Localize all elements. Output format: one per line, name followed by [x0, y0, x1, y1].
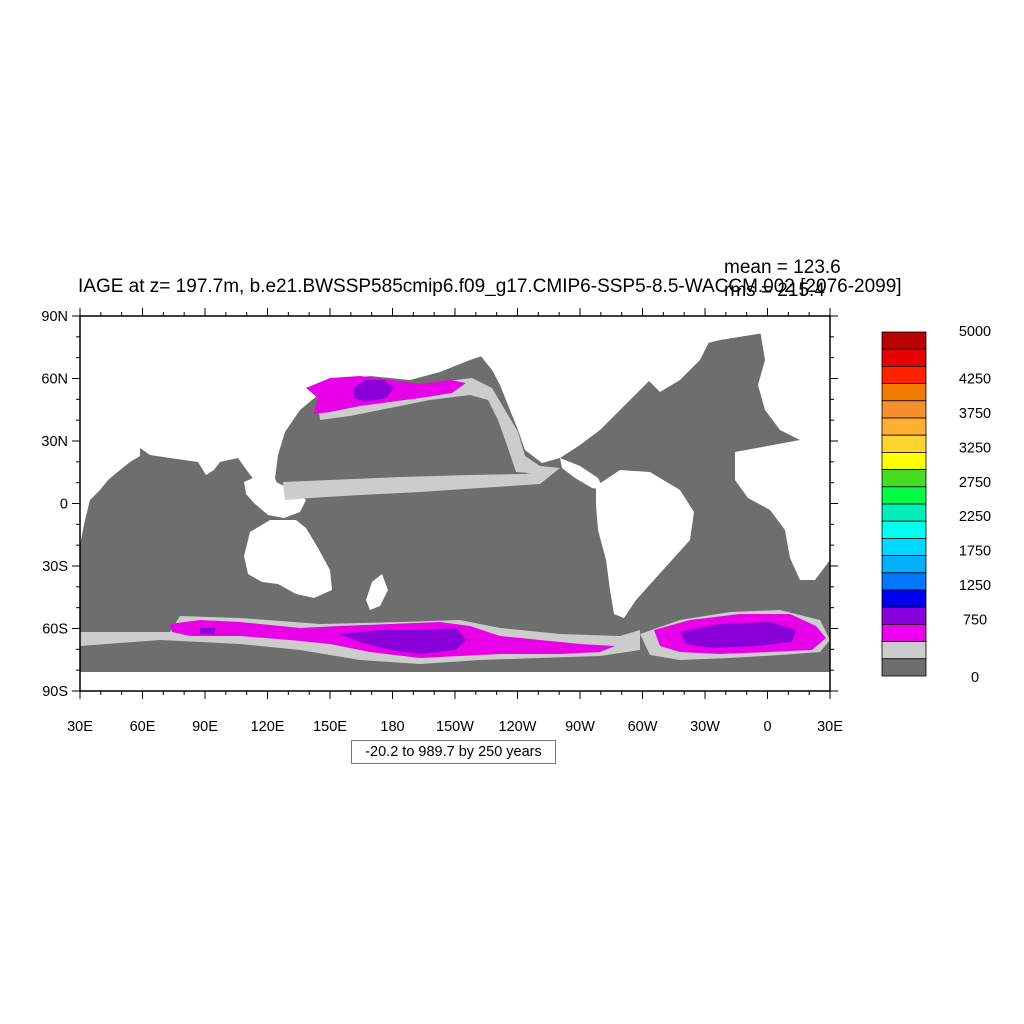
colorbar-label: 750 [963, 612, 987, 628]
plot-title: IAGE at z= 197.7m, b.e21.BWSSP585cmip6.f… [78, 276, 902, 297]
lat-tick-label: 60N [41, 372, 68, 388]
colorbar-swatch [881, 486, 927, 505]
colorbar-label: 1750 [959, 544, 991, 560]
colorbar-swatch [881, 572, 927, 591]
lon-tick-label: 120E [251, 719, 285, 735]
colorbar-label: 2750 [959, 475, 991, 491]
lat-tick-label: 30N [41, 434, 68, 450]
lon-tick-label: 120W [499, 719, 537, 735]
africa-land [735, 440, 830, 580]
rms-stat: rms = 215.4 [724, 280, 825, 301]
lon-tick-label: 90E [192, 719, 218, 735]
colorbar-swatch [881, 400, 927, 419]
colorbar-swatch [881, 383, 927, 402]
colorbar-swatch [881, 365, 927, 384]
lon-tick-label: 150E [313, 719, 347, 735]
lat-tick-label: 90S [42, 684, 68, 700]
lon-tick-label: 60E [130, 719, 156, 735]
colorbar-swatch [881, 538, 927, 557]
latitude-labels: 90N 60N 30N 0 30S 60S 90S [41, 309, 68, 700]
lon-tick-label: 0 [763, 719, 771, 735]
colorbar-swatch [881, 624, 927, 643]
colorbar-swatch [881, 520, 927, 539]
colorbar-swatch [881, 555, 927, 574]
colorbar-swatch [881, 434, 927, 453]
north-pacific-purple [354, 380, 394, 402]
central-america-land [560, 458, 604, 490]
eurasia-africa-land [80, 316, 500, 545]
lat-tick-label: 90N [41, 309, 68, 325]
land-masses [80, 316, 830, 691]
colorbar-swatch [881, 606, 927, 625]
antarctica-land [80, 672, 830, 691]
lon-tick-label: 150W [436, 719, 474, 735]
indian-ocean-purple-spot [200, 628, 216, 634]
lon-tick-label: 90W [565, 719, 595, 735]
equatorial-pacific-band [283, 468, 560, 500]
lon-tick-label: 60W [628, 719, 658, 735]
colorbar-swatch [881, 469, 927, 488]
lat-tick-label: 0 [60, 497, 68, 513]
colorbar-swatch [881, 589, 927, 608]
lon-tick-label: 30E [817, 719, 843, 735]
colorbar-label: 1250 [959, 578, 991, 594]
lat-tick-label: 60S [42, 622, 68, 638]
australia-land [244, 520, 332, 598]
lat-tick-label: 30S [42, 559, 68, 575]
southern-ocean-purple-pacific [340, 628, 466, 654]
map-ticks [72, 308, 838, 699]
lon-tick-label: 180 [380, 719, 404, 735]
north-america-land [470, 316, 830, 463]
colorbar-swatch [881, 451, 927, 470]
southern-ocean-purple-atlantic [680, 622, 796, 648]
colorbar-label: 5000 [959, 324, 991, 340]
south-america-land [596, 470, 694, 618]
colorbar-swatch [881, 417, 927, 436]
colorbar-swatch [881, 641, 927, 660]
colorbar-label: 3750 [959, 406, 991, 422]
maritime-continent-land [244, 474, 306, 518]
contour-info-box: -20.2 to 989.7 by 250 years [351, 740, 556, 764]
longitude-labels: 30E 60E 90E 120E 150E 180 150W 120W 90W 60W 30W 0 30… [67, 719, 843, 735]
colorbar-swatch [881, 331, 927, 350]
purple-regions [200, 380, 796, 654]
colorbar-label: 2250 [959, 509, 991, 525]
lon-tick-label: 30E [67, 719, 93, 735]
mean-stat: mean = 123.6 [724, 257, 841, 278]
colorbar-label: 0 [971, 670, 979, 686]
greenland-land [620, 320, 712, 392]
lon-tick-label: 30W [690, 719, 720, 735]
colorbar [881, 331, 927, 677]
europe-land [758, 330, 830, 440]
colorbar-labels: 5000 4250 3750 3250 2750 2250 1750 1250 750 0 [959, 324, 991, 686]
new-zealand-land [366, 574, 388, 610]
colorbar-swatch [881, 658, 927, 677]
colorbar-swatch [881, 348, 927, 367]
colorbar-label: 4250 [959, 372, 991, 388]
colorbar-swatch [881, 503, 927, 522]
colorbar-label: 3250 [959, 440, 991, 456]
